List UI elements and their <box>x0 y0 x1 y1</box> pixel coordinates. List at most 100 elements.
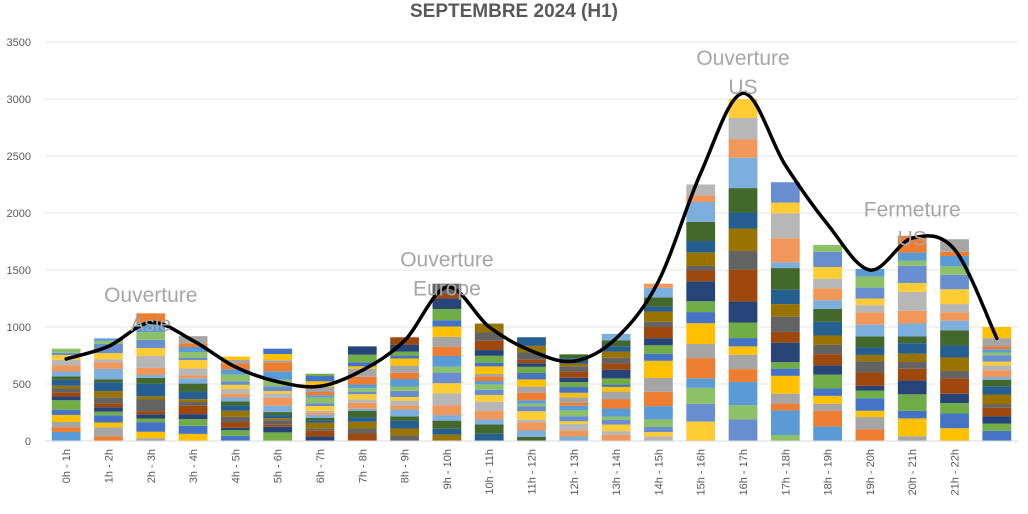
bar-segment <box>390 416 419 421</box>
bar-segment <box>940 304 969 313</box>
bar-segment <box>559 410 589 417</box>
bar-segment <box>136 438 166 441</box>
bar-segment <box>390 390 419 398</box>
bar-segment <box>728 405 758 420</box>
bar-segment <box>982 370 1012 378</box>
bar-segment <box>474 376 504 382</box>
bar-segment <box>897 353 927 363</box>
bar-segment <box>940 266 969 275</box>
bar-segment <box>474 362 504 367</box>
x-axis-ticks: 0h - 1h 1h - 2h 2h - 3h 3h - 4h 4h - 5h 5h - … <box>61 449 961 495</box>
bar-segment <box>390 428 419 436</box>
bar-stack <box>644 283 673 441</box>
bar-segment <box>136 396 166 400</box>
x-tick-label: 7h - 8h <box>357 449 369 483</box>
bar-segment <box>813 426 843 441</box>
annotation-label: US <box>898 227 927 250</box>
y-tick-label: 500 <box>13 379 31 391</box>
bar-segment <box>982 386 1012 395</box>
bar-segment <box>220 435 250 441</box>
bar-segment <box>517 411 546 420</box>
bar-segment <box>686 421 716 441</box>
bar-segment <box>263 354 293 361</box>
bar-segment <box>263 420 293 425</box>
bar-segment <box>474 350 504 356</box>
bar-segment <box>94 382 123 392</box>
bar-segment <box>136 383 166 397</box>
bar-segment <box>644 297 673 307</box>
bar-segment <box>94 338 123 341</box>
bar-segment <box>305 414 335 419</box>
bar-segment <box>940 251 969 256</box>
bar-segment <box>178 425 208 434</box>
bar-segment <box>559 402 589 406</box>
bar-segment <box>644 426 673 433</box>
bar-stack <box>263 348 293 441</box>
bar-segment <box>263 393 293 398</box>
bar-segment <box>855 372 885 386</box>
bar-segment <box>347 421 377 429</box>
bar-segment <box>686 184 716 196</box>
bar-segment <box>305 376 335 382</box>
bar-segment <box>136 323 166 333</box>
bar-segment <box>305 381 335 387</box>
bar-segment <box>305 420 335 423</box>
bar-segment <box>644 353 673 361</box>
bar-segment <box>305 403 335 407</box>
bar-segment <box>940 413 969 429</box>
bar-segment <box>940 330 969 346</box>
bar-segment <box>940 357 969 372</box>
bar-segment <box>517 352 546 360</box>
bar-segment <box>813 388 843 396</box>
bar-segment <box>220 389 250 394</box>
bar-segment <box>940 428 969 441</box>
bar-segment <box>728 338 758 347</box>
bar-segment <box>855 324 885 337</box>
x-tick-label: 3h - 4h <box>188 449 200 483</box>
bar-segment <box>940 289 969 305</box>
bar-segment <box>517 400 546 404</box>
bar-segment <box>178 433 208 441</box>
bar-segment <box>897 291 927 311</box>
bar-segment <box>136 414 166 419</box>
bar-segment <box>855 305 885 313</box>
bar-segment <box>897 323 927 337</box>
bar-segment <box>94 427 123 437</box>
bar-segment <box>728 354 758 370</box>
bar-segment <box>644 283 673 288</box>
bar-segment <box>220 381 250 385</box>
bar-segment <box>940 378 969 394</box>
bar-segment <box>51 422 81 428</box>
bar-segment <box>474 394 504 402</box>
bar-segment <box>474 381 504 385</box>
bar-segment <box>517 392 546 401</box>
bar-segment <box>728 117 758 140</box>
bar-stack <box>474 323 504 441</box>
bar-segment <box>305 373 335 377</box>
bar-segment <box>94 379 123 383</box>
bar-segment <box>220 430 250 436</box>
bar-segment <box>220 374 250 382</box>
bar-segment <box>263 415 293 419</box>
bar-segment <box>559 363 589 367</box>
bar-segment <box>474 384 504 390</box>
y-tick-label: 1000 <box>7 322 31 334</box>
bar-segment <box>644 377 673 392</box>
bar-segment <box>770 304 800 317</box>
x-tick-label: 6h - 7h <box>315 449 327 483</box>
bar-segment <box>728 212 758 229</box>
bar-segment <box>686 312 716 324</box>
bar-segment <box>728 419 758 441</box>
bar-segment <box>813 278 843 289</box>
bar-segment <box>601 408 631 417</box>
bar-segment <box>347 408 377 411</box>
bar-segment <box>390 405 419 410</box>
bar-segment <box>51 409 81 415</box>
bar-segment <box>517 372 546 380</box>
bar-segment <box>517 406 546 412</box>
bar-segment <box>347 402 377 409</box>
bar-segment <box>263 405 293 413</box>
bar-segment <box>51 379 81 386</box>
bar-stack <box>559 354 589 441</box>
bar-segment <box>855 417 885 430</box>
